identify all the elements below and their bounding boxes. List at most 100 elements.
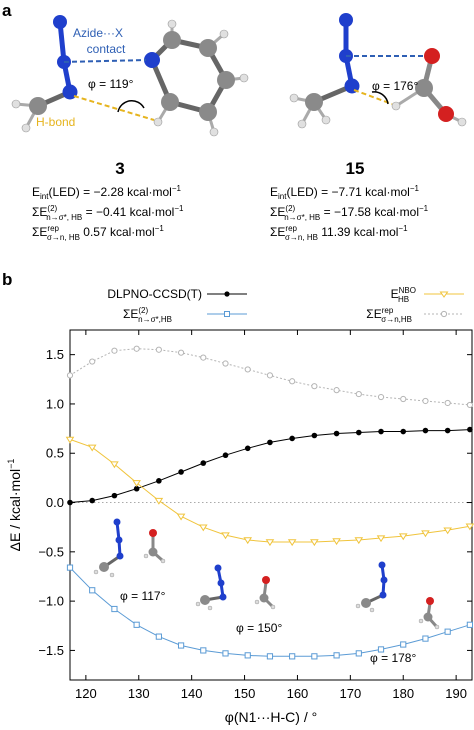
data-point-e2 [444,628,451,635]
hbond-line-15 [353,89,393,105]
inset-molecule-150 [195,564,276,611]
data-point-erep [377,393,385,401]
hbond-label: H-bond [36,115,75,129]
y-tick-label: 1.5 [46,347,64,362]
erep-sup-3: rep [47,224,59,233]
legend-label-enbo: ENBO HB [391,286,416,304]
legend-swatch-e2 [207,311,247,317]
data-point-enbo [110,461,119,469]
legend-swatch-enbo [424,291,464,298]
data-point-e2 [311,653,318,660]
y-tick-label: −1.5 [38,643,64,658]
erep-exp-15: −1 [398,224,408,233]
erep-sub-15: σ→n, HB [285,233,318,242]
data-point-enbo [198,524,208,532]
data-point-e2 [244,652,251,659]
legend-label-dlpno: DLPNO-CCSD(T) [107,287,202,301]
data-point-dlpno [200,460,207,466]
data-point-dlpno [111,492,118,499]
data-point-enbo [421,530,430,538]
data-point-e2 [66,564,74,571]
data-point-erep [466,401,473,409]
data-point-erep [400,395,407,403]
data-point-e2 [266,653,274,660]
energies-15: Eint(LED) = −7.71 kcal·mol−1 ΣE(2) n→σ*, … [270,184,429,242]
e-int-3: E [32,185,40,199]
data-point-e2 [222,650,229,657]
data-point-enbo [376,535,386,543]
phi-angle-arc-15 [371,91,389,105]
azide-contact-label-2: contact [87,42,126,56]
y-axis-ticks: −1.5 −1.0 −0.5 0.0 0.5 1.0 1.5 [38,347,472,658]
phi-label-15: φ = 176° [372,79,418,93]
molecule-3-structure [11,15,249,137]
x-tick-label: 170 [339,686,361,701]
y-tick-label: 0.0 [46,495,64,510]
e-int-sub-15: int [278,192,287,201]
data-point-enbo [443,527,452,535]
phi-label-3: φ = 119° [88,77,134,91]
data-point-erep [444,399,451,407]
erep-sum-3: ΣE [32,225,47,239]
data-point-erep [200,354,207,361]
x-axis-label: φ(N1···H-C) / ° [225,709,317,725]
legend-label-erep: ΣErep σ→n,HB [366,306,412,324]
y-tick-label: 1.0 [46,396,64,411]
hbond-line [73,95,155,121]
x-tick-label: 140 [181,686,203,701]
series-line-e2 [69,567,471,657]
data-point-erep [422,397,429,405]
data-point-e2 [111,605,118,613]
data-point-e2 [155,633,162,640]
data-point-enbo [154,497,164,505]
e2-exp-3: −1 [174,204,184,213]
data-point-e2 [377,646,385,653]
erep-sup-15: rep [285,224,297,233]
compound-number-15: 15 [346,159,365,178]
series-e2 [66,564,473,660]
legend-label-e2: ΣE(2) n→σ*,HB [123,306,172,324]
e2-sup-3: (2) [47,204,57,213]
energies-3: Eint(LED) = −2.28 kcal·mol−1 ΣE(2) n→σ*, … [32,184,184,242]
data-point-erep [222,360,229,367]
inset-label-117: φ = 117° [120,589,166,603]
erep-sum-15: ΣE [270,225,285,239]
data-point-enbo [243,537,253,545]
data-point-erep [89,358,96,365]
x-tick-label: 130 [128,686,150,701]
y-tick-label: −1.0 [38,594,64,609]
y-tick-label: 0.5 [46,446,64,461]
y-axis-label-group: ΔE / kcal·mol−1 [6,459,23,552]
svg-text:ΣE(2)n→σ*, HB = −17.58 kcal·mo: ΣE(2) n→σ*, HB = −17.58 kcal·mol−1 [270,204,429,222]
data-point-dlpno [356,429,362,436]
data-point-e2 [133,621,140,628]
e2-exp-15: −1 [419,204,429,213]
series-enbo [65,436,474,547]
inset-molecule-178 [355,561,440,630]
x-axis-ticks: 120 130 140 150 160 170 180 190 [75,330,467,701]
data-point-enbo [87,444,97,452]
inset-label-150: φ = 150° [236,621,282,635]
y-axis-label: ΔE / kcal·mol−1 [6,459,23,552]
data-point-erep [177,349,185,356]
data-point-enbo [398,533,408,541]
e2-sum-15: ΣE [270,205,285,219]
data-point-enbo [176,513,186,521]
data-point-e2 [400,641,407,648]
data-point-dlpno [400,428,407,435]
data-point-e2 [355,650,362,657]
data-point-enbo [265,539,275,547]
data-point-erep [333,387,340,394]
e-int-value-3: (LED) = −2.28 kcal·mol [48,185,171,199]
panel-a-label: a [2,1,12,20]
data-point-dlpno [178,469,184,475]
x-tick-label: 120 [75,686,97,701]
data-point-erep [133,345,140,352]
inset-label-178: φ = 178° [370,651,416,665]
data-point-enbo [65,436,75,444]
data-point-dlpno [311,432,318,439]
data-point-dlpno [467,426,473,433]
e2-sub-3: n→σ*, HB [46,213,82,222]
data-point-enbo [354,537,364,545]
